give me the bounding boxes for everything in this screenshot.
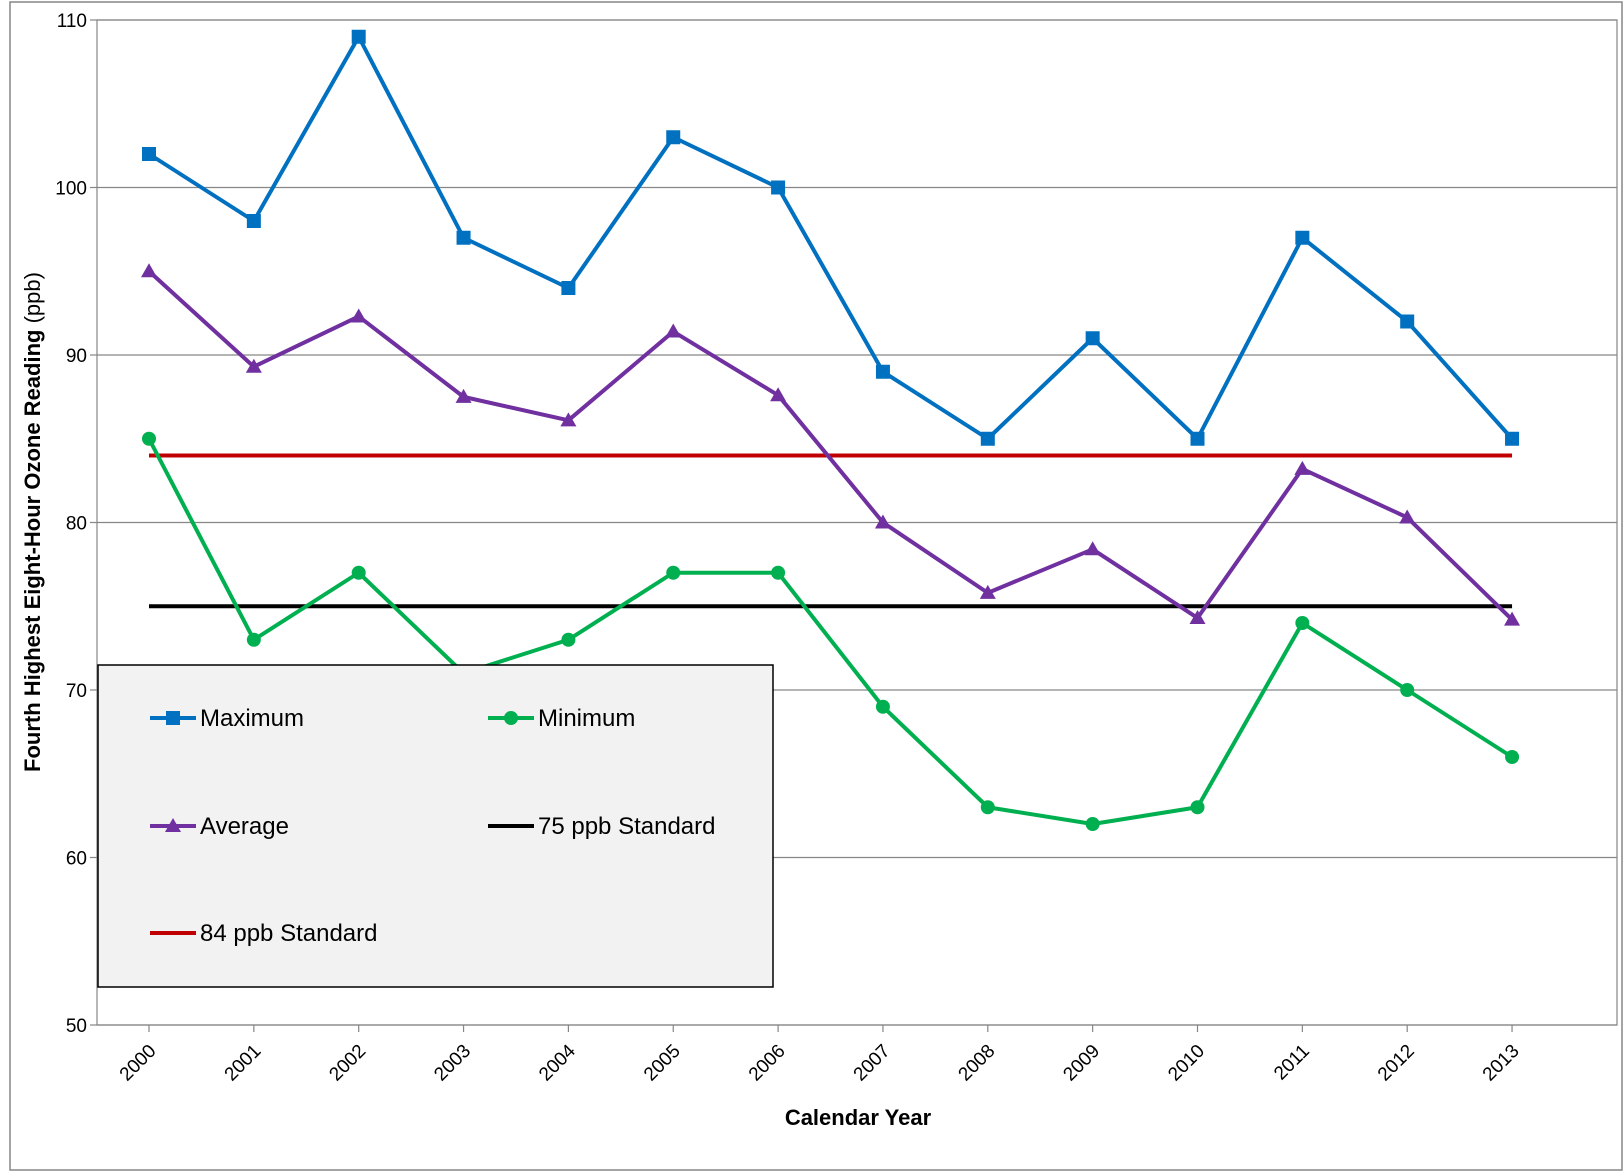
legend-swatch-marker — [165, 818, 181, 832]
data-point-average — [979, 584, 996, 599]
data-point-average — [350, 308, 367, 323]
data-point-average — [770, 387, 787, 402]
legend-label: Maximum — [200, 705, 304, 732]
chart-border — [9, 1, 1623, 1171]
series-average — [141, 263, 1521, 626]
legend-label: 75 ppb Standard — [538, 813, 715, 840]
data-point-average — [560, 412, 577, 427]
data-point-minimum — [980, 800, 995, 815]
data-point-average — [1294, 460, 1311, 475]
y-tick-label: 110 — [57, 11, 87, 32]
legend-swatch-marker — [166, 711, 180, 725]
data-point-minimum — [1190, 800, 1205, 815]
y-axis-ticks: 50 60 70 80 90 100 110 — [55, 11, 97, 1037]
data-point-maximum — [875, 364, 890, 379]
data-point-minimum — [875, 699, 890, 714]
data-point-maximum — [561, 281, 576, 295]
data-point-minimum — [142, 431, 156, 446]
data-point-average — [874, 514, 891, 529]
data-point-average — [1504, 611, 1521, 626]
y-tick-label: 100 — [55, 179, 87, 200]
data-point-minimum — [351, 565, 366, 580]
data-point-minimum — [1505, 750, 1520, 764]
y-axis-title-main: Fourth Highest Eight-Hour Ozone Reading — [20, 330, 45, 772]
y-tick-label: 50 — [66, 1016, 87, 1037]
series-minimum — [142, 431, 1520, 831]
x-axis-title: Calendar Year — [785, 1105, 932, 1130]
y-tick-label: 80 — [66, 514, 87, 535]
legend-item-84-ppb-standard: 84 ppb Standard — [150, 920, 377, 947]
legend-swatch-marker — [504, 711, 518, 725]
data-point-maximum — [666, 130, 681, 145]
data-point-maximum — [1505, 431, 1520, 446]
series-layer — [141, 29, 1521, 831]
series-maximum — [142, 29, 1520, 446]
data-point-minimum — [1400, 683, 1415, 697]
data-point-average — [455, 388, 472, 403]
data-point-average — [1399, 509, 1416, 524]
data-point-maximum — [1295, 230, 1310, 245]
data-point-maximum — [351, 29, 366, 44]
data-point-maximum — [456, 230, 471, 245]
data-point-average — [1084, 541, 1101, 556]
y-axis-title: Fourth Highest Eight-Hour Ozone Reading … — [20, 272, 45, 772]
data-point-average — [245, 358, 262, 373]
legend-box — [97, 664, 774, 988]
legend-item-maximum: Maximum — [150, 705, 304, 732]
legend-item-75-ppb-standard: 75 ppb Standard — [488, 813, 715, 840]
data-point-maximum — [246, 214, 261, 228]
legend-label: 84 ppb Standard — [200, 920, 377, 947]
y-tick-label: 60 — [66, 849, 87, 870]
data-point-maximum — [980, 431, 995, 446]
data-point-minimum — [246, 632, 261, 647]
data-point-minimum — [1085, 817, 1100, 831]
y-tick-label: 90 — [66, 346, 87, 367]
data-point-maximum — [771, 180, 786, 195]
series-line-maximum — [147, 34, 1514, 441]
data-point-average — [141, 263, 157, 278]
legend: Maximum Minimum Average 75 ppb Standard 84 p… — [97, 664, 774, 988]
data-point-maximum — [142, 147, 156, 161]
data-point-average — [1189, 609, 1206, 624]
legend-item-minimum: Minimum — [488, 705, 635, 732]
legend-label: Average — [200, 813, 289, 840]
data-point-maximum — [1085, 331, 1100, 346]
data-point-maximum — [1190, 431, 1205, 446]
legend-label: Minimum — [538, 705, 635, 732]
data-point-minimum — [561, 632, 576, 647]
legend-item-average: Average — [150, 813, 289, 840]
y-tick-label: 70 — [66, 681, 87, 702]
data-point-minimum — [771, 565, 786, 580]
series-line-minimum — [147, 437, 1514, 826]
data-point-minimum — [1295, 616, 1310, 630]
data-point-maximum — [1400, 314, 1415, 329]
data-point-minimum — [666, 565, 681, 580]
series-line-average — [147, 269, 1514, 622]
data-point-average — [665, 323, 682, 338]
y-axis-title-unit: (ppb) — [20, 272, 45, 329]
